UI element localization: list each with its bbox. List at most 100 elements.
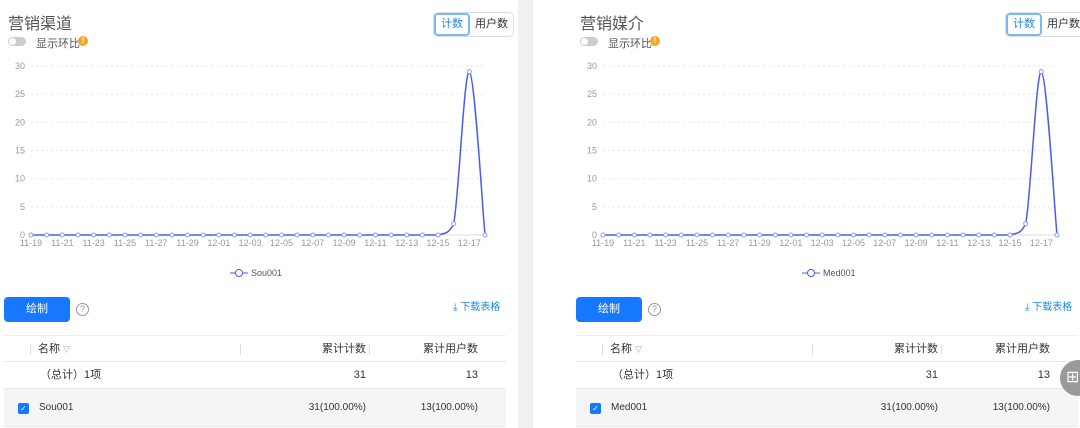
- compare-toggle[interactable]: [8, 37, 26, 46]
- x-tick-label: 12-13: [395, 238, 418, 248]
- draw-button[interactable]: 绘制: [4, 297, 70, 322]
- total-row: （总计）1项 31 13: [576, 362, 1078, 389]
- metric-switch: 计数 用户数: [1005, 12, 1080, 37]
- row-users: 13(100.00%): [992, 402, 1050, 413]
- data-point: [294, 232, 300, 238]
- x-tick-label: 12-07: [873, 238, 896, 248]
- table-row[interactable]: ✓ Med001 31(100.00%) 13(100.00%): [576, 389, 1078, 427]
- data-point: [819, 232, 825, 238]
- data-point: [976, 232, 982, 238]
- row-count: 31(100.00%): [308, 402, 366, 413]
- data-point: [44, 232, 50, 238]
- data-point: [678, 232, 684, 238]
- data-point: [451, 221, 457, 227]
- header-name[interactable]: 名称 ▽: [38, 343, 70, 355]
- tab-users[interactable]: 用户数: [475, 18, 508, 30]
- series-line: [31, 70, 486, 236]
- table-header: 名称 ▽ 累计计数 累计用户数: [4, 335, 506, 362]
- data-point: [263, 232, 269, 238]
- legend-label: Med001: [823, 268, 856, 278]
- data-point: [122, 232, 128, 238]
- data-point: [28, 232, 34, 238]
- data-point: [59, 232, 65, 238]
- y-tick-label: 30: [587, 61, 597, 71]
- grid-icon: ⊞: [1066, 369, 1080, 386]
- table-row[interactable]: ✓ Sou001 31(100.00%) 13(100.00%): [4, 389, 506, 427]
- tab-users[interactable]: 用户数: [1047, 18, 1080, 30]
- download-label: 下载表格: [460, 302, 501, 313]
- y-tick-label: 10: [15, 174, 25, 184]
- compare-toggle[interactable]: [580, 37, 598, 46]
- data-point: [388, 232, 394, 238]
- data-point: [694, 232, 700, 238]
- x-tick-label: 12-03: [239, 238, 262, 248]
- y-tick-label: 10: [587, 174, 597, 184]
- total-label: （总计）1项: [612, 369, 674, 381]
- draw-button[interactable]: 绘制: [576, 297, 642, 322]
- data-point: [647, 232, 653, 238]
- x-tick-label: 12-11: [364, 238, 386, 248]
- metric-switch: 计数 用户数: [433, 12, 514, 37]
- x-tick-label: 11-27: [145, 238, 167, 248]
- x-tick-label: 12-05: [270, 238, 293, 248]
- download-icon: ⤓: [453, 302, 458, 313]
- x-tick-label: 12-05: [842, 238, 865, 248]
- data-point: [710, 232, 716, 238]
- total-count: 31: [353, 369, 366, 381]
- data-point: [991, 232, 997, 238]
- legend-label: Sou001: [251, 268, 283, 278]
- x-tick-label: 12-01: [779, 238, 802, 248]
- x-tick-label: 12-07: [301, 238, 324, 248]
- grid-menu-button[interactable]: ⊞: [1060, 360, 1080, 396]
- data-point: [1007, 232, 1013, 238]
- row-users: 13(100.00%): [420, 402, 478, 413]
- header-count[interactable]: 累计计数: [894, 343, 938, 355]
- chart-legend[interactable]: Med001: [802, 268, 856, 278]
- toggle-label: 显示环比: [36, 38, 80, 50]
- data-point: [482, 232, 488, 238]
- data-point: [866, 232, 872, 238]
- data-point: [772, 232, 778, 238]
- table-header: 名称 ▽ 累计计数 累计用户数: [576, 335, 1078, 362]
- row-checkbox[interactable]: ✓: [590, 403, 601, 414]
- x-tick-label: 12-03: [811, 238, 834, 248]
- data-point: [757, 232, 763, 238]
- download-table-link[interactable]: ⤓ 下载表格: [1025, 298, 1072, 313]
- data-point: [616, 232, 622, 238]
- help-icon[interactable]: ?: [648, 303, 661, 316]
- data-point: [169, 232, 175, 238]
- x-tick-label: 11-27: [717, 238, 739, 248]
- x-tick-label: 12-09: [905, 238, 928, 248]
- row-checkbox[interactable]: ✓: [18, 403, 29, 414]
- total-row: （总计）1项 31 13: [4, 362, 506, 389]
- data-point: [138, 232, 144, 238]
- data-point: [466, 69, 472, 75]
- data-point: [897, 232, 903, 238]
- panel-background: [0, 0, 518, 428]
- data-point: [1023, 221, 1029, 227]
- x-tick-label: 11-29: [748, 238, 770, 248]
- info-icon: !: [650, 36, 660, 46]
- data-point: [631, 232, 637, 238]
- y-tick-label: 0: [20, 230, 25, 240]
- filter-icon: ▽: [635, 344, 642, 354]
- chart-legend[interactable]: Sou001: [230, 268, 282, 278]
- header-name[interactable]: 名称 ▽: [610, 343, 642, 355]
- tab-count[interactable]: 计数: [1006, 13, 1042, 36]
- data-point: [325, 232, 331, 238]
- download-table-link[interactable]: ⤓ 下载表格: [453, 298, 500, 313]
- header-users[interactable]: 累计用户数: [423, 343, 478, 355]
- header-users[interactable]: 累计用户数: [995, 343, 1050, 355]
- data-point: [788, 232, 794, 238]
- panel-title: 营销媒介: [580, 16, 645, 33]
- y-tick-label: 25: [587, 89, 597, 99]
- data-point: [75, 232, 81, 238]
- help-icon[interactable]: ?: [76, 303, 89, 316]
- data-point: [91, 232, 97, 238]
- tab-count[interactable]: 计数: [434, 13, 470, 36]
- header-count[interactable]: 累计计数: [322, 343, 366, 355]
- data-table: 名称 ▽ 累计计数 累计用户数 （总计）1项 31 13 ✓ Med001 31…: [576, 335, 1078, 427]
- x-tick-label: 12-17: [1030, 238, 1053, 248]
- row-name: Sou001: [39, 402, 74, 413]
- data-point: [357, 232, 363, 238]
